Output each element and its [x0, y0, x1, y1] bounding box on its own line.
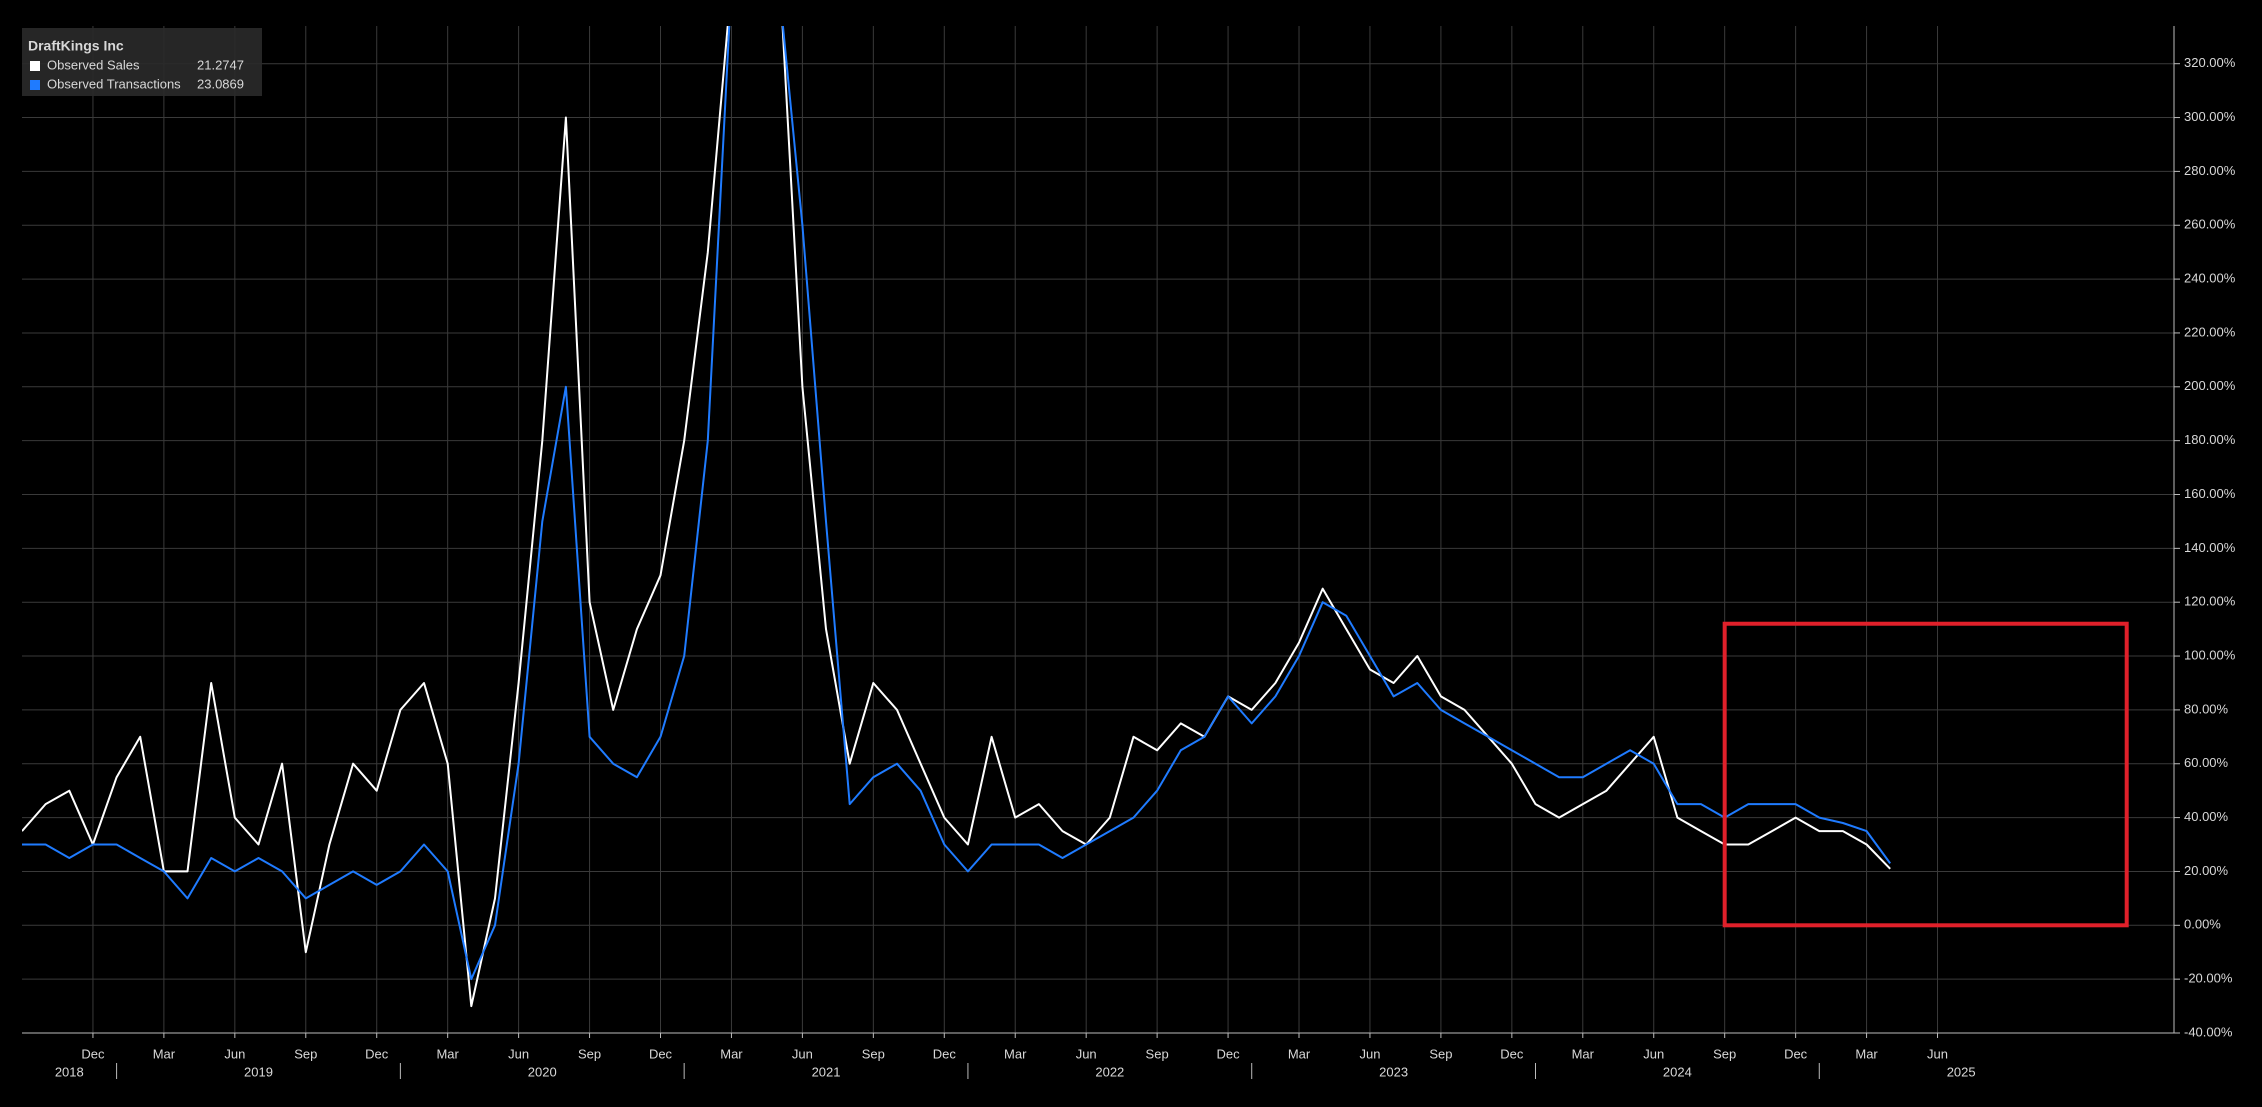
y-tick-label: 120.00% — [2184, 594, 2236, 609]
legend-value: 21.2747 — [197, 57, 244, 72]
x-tick-label: Dec — [1500, 1046, 1524, 1061]
year-label: 2022 — [1095, 1064, 1124, 1079]
y-tick-label: -40.00% — [2184, 1024, 2233, 1039]
x-tick-label: Jun — [1643, 1046, 1664, 1061]
y-tick-label: 260.00% — [2184, 217, 2236, 232]
x-tick-label: Mar — [1288, 1046, 1311, 1061]
x-tick-label: Jun — [792, 1046, 813, 1061]
legend-value: 23.0869 — [197, 76, 244, 91]
year-label: 2025 — [1947, 1064, 1976, 1079]
year-label: 2024 — [1663, 1064, 1692, 1079]
legend-label: Observed Transactions — [47, 76, 181, 91]
y-tick-label: 320.00% — [2184, 55, 2236, 70]
y-tick-label: 0.00% — [2184, 917, 2221, 932]
y-tick-label: 140.00% — [2184, 540, 2236, 555]
x-tick-label: Jun — [224, 1046, 245, 1061]
x-tick-label: Mar — [1004, 1046, 1027, 1061]
year-label: 2020 — [528, 1064, 557, 1079]
x-tick-label: Dec — [81, 1046, 105, 1061]
legend-label: Observed Sales — [47, 57, 140, 72]
y-tick-label: 220.00% — [2184, 324, 2236, 339]
y-tick-label: 240.00% — [2184, 271, 2236, 286]
axes: -40.00% -20.00% 0.00% 20.00% 40.00% 60.00% 80.… — [22, 26, 2236, 1079]
x-tick-label: Sep — [1713, 1046, 1736, 1061]
x-tick-label: Mar — [153, 1046, 176, 1061]
y-tick-label: 280.00% — [2184, 163, 2236, 178]
year-label: 2019 — [244, 1064, 273, 1079]
x-tick-label: Sep — [1146, 1046, 1169, 1061]
legend-swatch — [30, 80, 40, 90]
highlight-box — [1722, 621, 2129, 928]
grid — [22, 26, 2174, 1034]
legend-swatch — [30, 61, 40, 71]
x-tick-label: Dec — [1217, 1046, 1241, 1061]
year-label: 2023 — [1379, 1064, 1408, 1079]
y-tick-label: 20.00% — [2184, 863, 2229, 878]
y-tick-label: 80.00% — [2184, 701, 2229, 716]
series-line — [22, 26, 1891, 1008]
x-tick-label: Mar — [436, 1046, 459, 1061]
y-tick-label: 200.00% — [2184, 378, 2236, 393]
series-line — [22, 26, 1892, 981]
y-tick-label: 40.00% — [2184, 809, 2229, 824]
legend-title: DraftKings Inc — [28, 38, 124, 54]
x-tick-label: Dec — [649, 1046, 673, 1061]
x-tick-label: Dec — [933, 1046, 957, 1061]
y-tick-label: 180.00% — [2184, 432, 2236, 447]
x-tick-label: Mar — [720, 1046, 743, 1061]
year-label: 2018 — [55, 1064, 84, 1079]
plot — [22, 26, 1892, 1008]
y-tick-label: 300.00% — [2184, 109, 2236, 124]
x-tick-label: Mar — [1855, 1046, 1878, 1061]
x-tick-label: Dec — [1784, 1046, 1808, 1061]
y-tick-label: 160.00% — [2184, 486, 2236, 501]
x-tick-label: Sep — [862, 1046, 885, 1061]
legend: DraftKings Inc Observed Sales 21.2747 Obse… — [22, 28, 262, 96]
x-tick-label: Jun — [1927, 1046, 1948, 1061]
x-tick-label: Dec — [365, 1046, 389, 1061]
x-tick-label: Jun — [508, 1046, 529, 1061]
y-tick-label: -20.00% — [2184, 971, 2233, 986]
legend-box — [22, 28, 262, 96]
x-tick-label: Jun — [1076, 1046, 1097, 1061]
x-tick-label: Jun — [1359, 1046, 1380, 1061]
y-tick-label: 60.00% — [2184, 755, 2229, 770]
x-tick-label: Sep — [578, 1046, 601, 1061]
year-label: 2021 — [812, 1064, 841, 1079]
x-tick-label: Sep — [294, 1046, 317, 1061]
x-tick-label: Sep — [1429, 1046, 1452, 1061]
y-tick-label: 100.00% — [2184, 647, 2236, 662]
x-tick-label: Mar — [1572, 1046, 1595, 1061]
